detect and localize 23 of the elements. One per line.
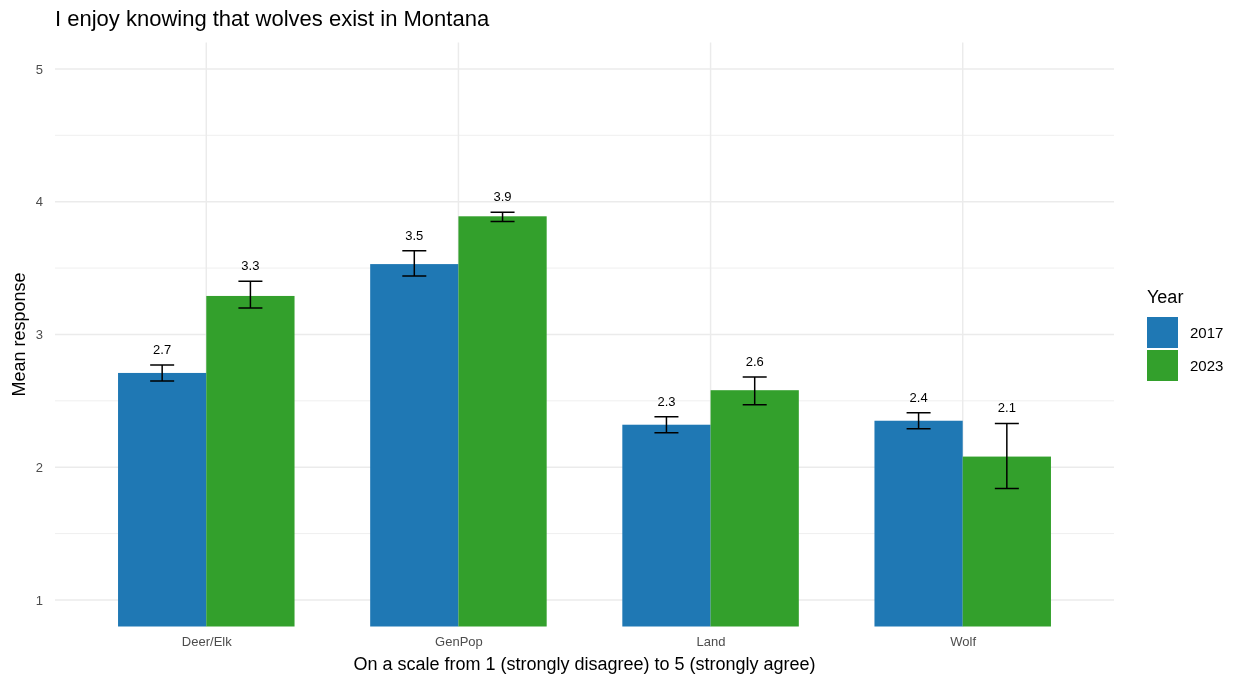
data-label: 3.5 bbox=[405, 227, 424, 243]
data-label: 2.4 bbox=[909, 389, 928, 405]
data-label: 2.7 bbox=[153, 341, 172, 357]
legend-title: Year bbox=[1147, 287, 1184, 307]
x-tick-label: Land bbox=[696, 633, 726, 649]
data-label: 2.6 bbox=[745, 353, 764, 369]
x-axis-title: On a scale from 1 (strongly disagree) to 5 (strongly agree) bbox=[353, 654, 816, 674]
y-tick-label: 5 bbox=[35, 61, 43, 77]
y-tick-label: 1 bbox=[35, 592, 43, 608]
y-axis-title: Mean response bbox=[9, 272, 29, 397]
y-tick-label: 2 bbox=[35, 459, 43, 475]
legend-label: 2017 bbox=[1190, 324, 1224, 341]
y-tick-label: 4 bbox=[35, 194, 43, 210]
legend-label: 2023 bbox=[1190, 357, 1224, 374]
data-label: 2.3 bbox=[657, 393, 676, 409]
data-label: 2.1 bbox=[997, 400, 1016, 416]
x-tick-label: Deer/Elk bbox=[181, 633, 233, 649]
data-label: 3.9 bbox=[493, 189, 512, 205]
x-tick-label: GenPop bbox=[435, 633, 483, 649]
chart-title: I enjoy knowing that wolves exist in Montana bbox=[55, 6, 490, 31]
data-label: 3.3 bbox=[241, 258, 260, 274]
x-tick-label: Wolf bbox=[950, 633, 977, 649]
y-tick-label: 3 bbox=[35, 327, 43, 343]
